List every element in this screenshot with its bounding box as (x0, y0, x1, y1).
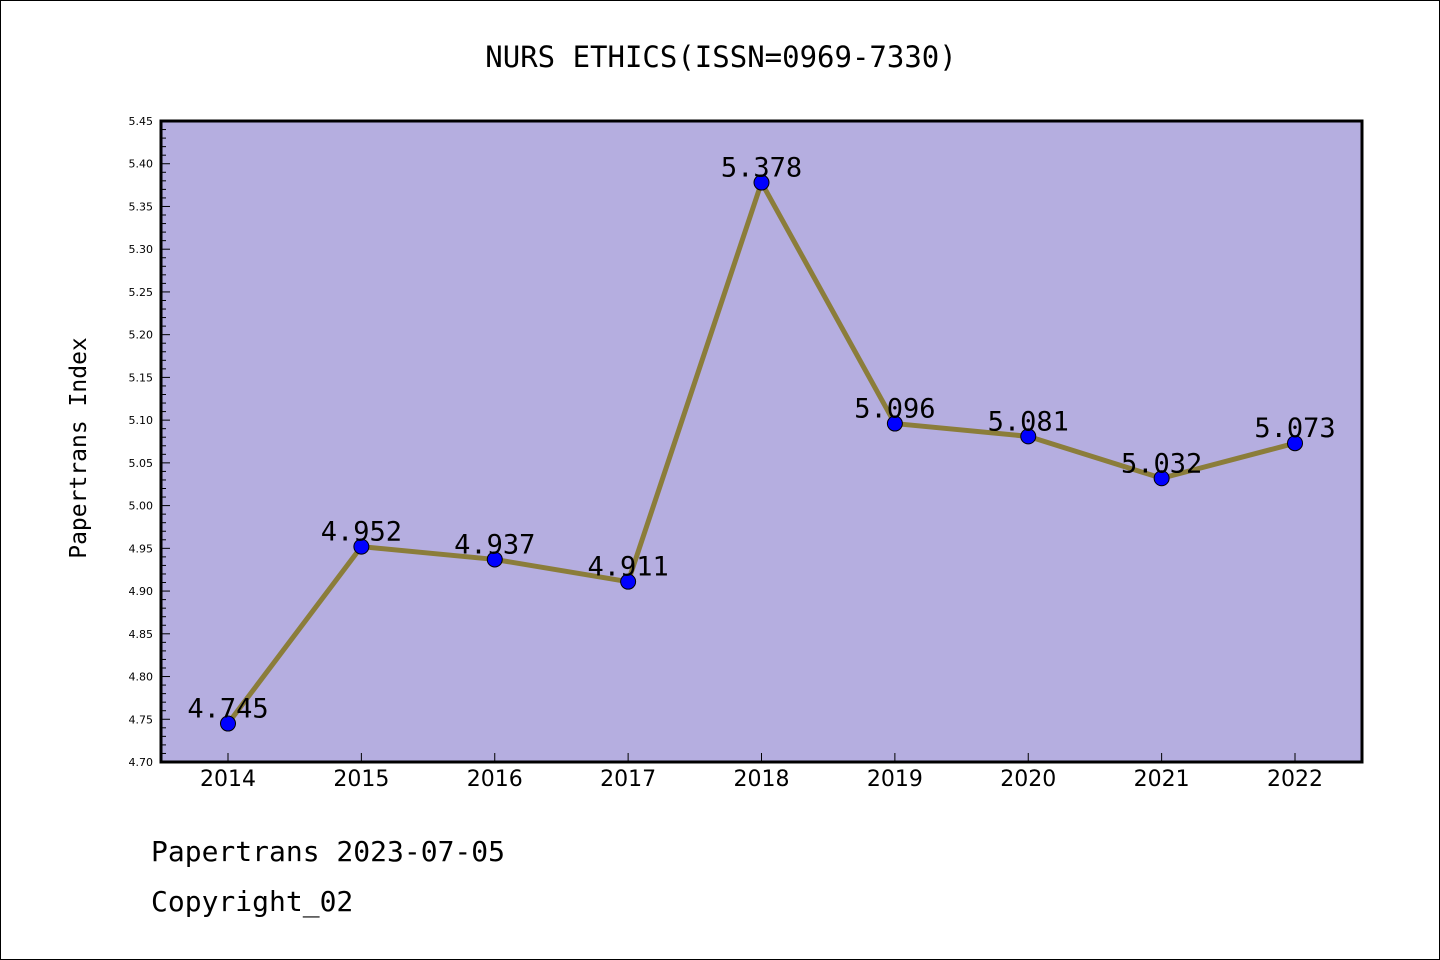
data-point (220, 715, 236, 732)
y-tick-label: 5.30 (129, 243, 154, 256)
plot-border (159, 119, 1364, 764)
y-tick-label: 5.45 (129, 115, 154, 128)
marker-group (220, 174, 1303, 732)
data-point (353, 538, 370, 555)
x-tick-label: 2018 (734, 767, 790, 792)
data-label: 4.952 (321, 517, 402, 548)
y-tick-label: 4.80 (129, 671, 154, 684)
data-label: 5.096 (854, 394, 935, 425)
y-tick-label: 5.10 (129, 414, 154, 427)
y-tick-label: 5.15 (129, 371, 154, 384)
y-tick-label: 5.35 (129, 200, 154, 213)
data-label: 4.937 (454, 529, 535, 560)
data-point (486, 551, 503, 568)
copyright-text: Copyright_02 (151, 885, 354, 918)
y-tick-label: 4.95 (129, 542, 154, 555)
data-point (1287, 435, 1303, 452)
y-tick-label: 5.05 (129, 457, 154, 470)
x-tick-label: 2017 (600, 767, 656, 792)
x-tick-label: 2016 (467, 767, 523, 792)
y-tick-label: 4.75 (129, 713, 154, 726)
data-point (1020, 428, 1037, 445)
x-tick-label: 2014 (200, 767, 256, 792)
y-tick-label: 5.25 (129, 286, 154, 299)
x-tick-label: 2015 (333, 767, 389, 792)
x-tick-label: 2022 (1267, 767, 1323, 792)
data-label: 5.032 (1121, 448, 1202, 479)
x-tick-label: 2019 (867, 767, 923, 792)
y-axis-label: Papertrans Index (66, 337, 92, 559)
chart-title: NURS ETHICS(ISSN=0969-7330) (485, 40, 956, 74)
y-tick-label: 5.00 (129, 500, 154, 513)
y-tick-label: 4.90 (129, 585, 154, 598)
data-label: 5.073 (1254, 413, 1335, 444)
data-point (753, 174, 770, 191)
data-label: 5.081 (988, 406, 1069, 437)
data-label: 4.745 (187, 694, 268, 725)
data-label-group: 4.745 4.952 4.937 4.911 5.378 5.096 5.081 5.032… (187, 153, 1335, 725)
y-tick-label: 4.85 (129, 628, 154, 641)
plot-area (161, 121, 1362, 762)
data-point (620, 573, 637, 590)
data-label: 4.911 (587, 552, 668, 583)
source-date-text: Papertrans 2023-07-05 (151, 835, 506, 868)
y-tick-label: 4.70 (129, 756, 154, 769)
x-tick-label: 2020 (1000, 767, 1056, 792)
y-tick-label: 5.40 (129, 158, 154, 171)
x-axis: 2014 2015 2016 2017 2018 2019 2020 2021 2022 (200, 753, 1323, 792)
data-point (1153, 470, 1170, 487)
data-label: 5.378 (721, 153, 802, 184)
data-point (886, 415, 903, 432)
y-tick-label: 5.20 (129, 329, 154, 342)
x-tick-label: 2021 (1134, 767, 1190, 792)
y-axis: 4.70 4.75 4.80 4.85 4.90 4.95 5.00 5.05 5.10 5.15… (129, 115, 170, 769)
